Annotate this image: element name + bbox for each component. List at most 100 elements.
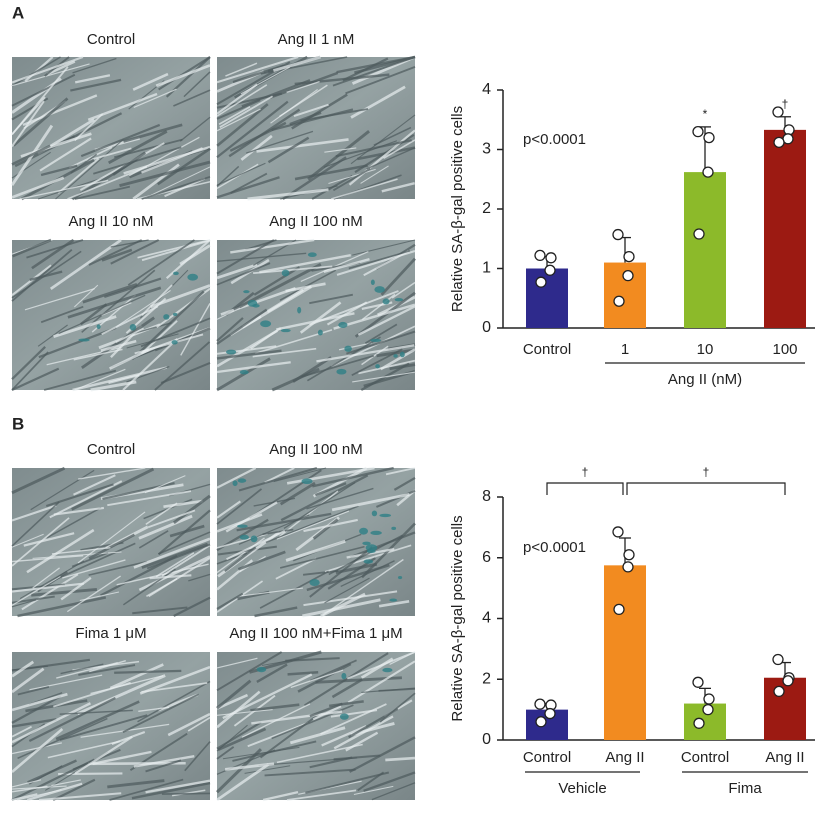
stain-texture [252, 303, 260, 308]
cell-texture [216, 252, 307, 263]
cell-texture [73, 348, 123, 361]
cell-texture [349, 531, 416, 559]
cell-texture [217, 545, 277, 556]
cell-texture [294, 73, 390, 86]
cell-texture [155, 552, 195, 578]
cell-texture [123, 123, 183, 143]
cell-texture [71, 467, 155, 511]
cell-texture [240, 66, 290, 95]
panel-label: B [12, 414, 24, 433]
cell-texture [11, 73, 76, 107]
cell-texture [141, 542, 209, 569]
cell-texture [11, 346, 46, 381]
cell-texture [101, 248, 133, 262]
cell-texture [149, 574, 192, 580]
cell-texture [52, 778, 96, 801]
cell-texture [31, 587, 98, 597]
cell-texture [293, 103, 329, 117]
stain-texture [366, 549, 376, 554]
x-tick-label: Ang II [605, 749, 644, 766]
cell-texture [216, 693, 249, 710]
cell-texture [80, 123, 161, 158]
cell-texture [11, 718, 57, 728]
data-point [622, 269, 634, 282]
cell-texture [349, 736, 416, 773]
cell-texture [216, 84, 268, 117]
cell-texture [285, 282, 326, 293]
cell-texture [256, 663, 288, 683]
cell-texture [137, 239, 211, 259]
cell-texture [67, 165, 150, 200]
cell-texture [77, 674, 166, 716]
stain-texture [375, 364, 380, 369]
cell-texture [55, 700, 140, 741]
stain-texture [371, 510, 378, 517]
cell-texture [133, 88, 177, 108]
x-tick-label: 1 [621, 341, 629, 358]
stain-texture [237, 524, 248, 528]
cell-texture [289, 111, 322, 126]
stain-texture [239, 534, 250, 540]
annotation: p<0.0001 [523, 539, 586, 556]
cell-texture [11, 583, 65, 591]
cell-texture [351, 348, 403, 376]
cell-texture [30, 469, 95, 511]
stain-texture [301, 478, 313, 485]
cell-texture [17, 596, 107, 618]
cell-texture [79, 142, 165, 191]
cell-texture [273, 55, 322, 73]
bar [526, 268, 568, 328]
micrograph [11, 238, 211, 392]
cell-texture [81, 269, 156, 333]
cell-texture [11, 56, 84, 84]
cell-texture [160, 361, 211, 384]
data-point [612, 228, 624, 241]
cell-texture [332, 167, 371, 192]
cell-texture [216, 263, 258, 280]
cell-texture [253, 265, 333, 275]
cell-texture [340, 560, 395, 588]
cell-texture [141, 147, 203, 174]
cell-texture [282, 156, 347, 201]
cell-texture [264, 467, 295, 484]
cell-texture [32, 551, 122, 559]
cell-texture [23, 532, 75, 547]
stain-texture [339, 713, 349, 720]
cell-texture [134, 333, 204, 355]
cell-texture [49, 480, 123, 519]
cell-texture [262, 528, 294, 536]
cell-texture [246, 130, 314, 154]
cell-texture [165, 239, 211, 279]
cell-texture [216, 763, 270, 802]
cell-texture [146, 577, 178, 597]
cell-texture [216, 746, 235, 760]
cell-texture [380, 348, 416, 371]
significance-marker: * [703, 107, 708, 121]
micrograph-bg [12, 57, 210, 199]
cell-texture [161, 792, 211, 795]
data-point [544, 707, 556, 720]
cell-texture [161, 544, 211, 577]
cell-texture [306, 487, 374, 510]
cell-texture [330, 325, 416, 368]
cell-texture [12, 97, 69, 147]
cell-texture [62, 559, 126, 579]
y-tick-label: 4 [482, 81, 491, 98]
cell-texture [299, 301, 342, 334]
cell-texture [267, 136, 310, 164]
cell-texture [53, 681, 131, 708]
cell-texture [220, 286, 296, 316]
cell-texture [279, 490, 339, 538]
stain-texture [187, 273, 198, 281]
cell-texture [391, 281, 416, 299]
stain-texture [96, 324, 101, 330]
cell-texture [66, 575, 121, 613]
cell-texture [250, 703, 300, 712]
stain-texture [237, 478, 247, 483]
cell-texture [107, 490, 192, 507]
cell-texture [119, 160, 211, 188]
cell-texture [303, 590, 398, 607]
cell-texture [346, 651, 416, 680]
cell-texture [324, 147, 357, 153]
data-point [535, 276, 547, 288]
